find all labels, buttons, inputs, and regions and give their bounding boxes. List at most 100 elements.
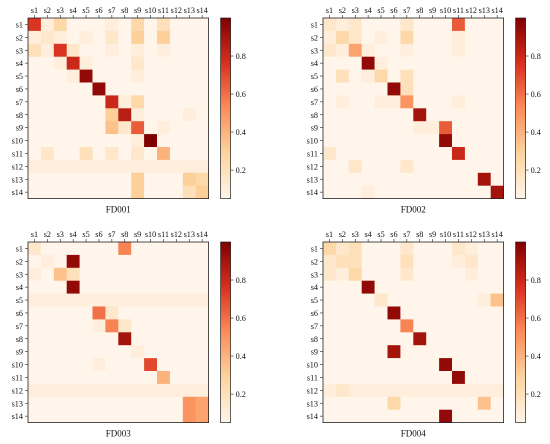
heatmap-cell <box>157 159 171 174</box>
heatmap-cell <box>477 345 491 359</box>
heatmap-cell <box>66 371 80 385</box>
heatmap-cell <box>79 345 93 359</box>
heatmap-cell <box>195 30 209 45</box>
x-tick-label: s13 <box>184 6 195 15</box>
colorbar-tick-label: 0.6 <box>531 314 541 323</box>
heatmap-cell <box>348 409 362 423</box>
x-tick-label: s13 <box>479 6 490 15</box>
x-tick-label: s7 <box>403 230 410 239</box>
heatmap-cell <box>439 69 453 83</box>
heatmap-cell <box>131 159 145 174</box>
heatmap-cell <box>79 267 93 281</box>
heatmap-cell <box>490 242 504 256</box>
heatmap-cell <box>374 82 388 96</box>
heatmap-cell <box>169 159 184 174</box>
x-tick-label: s1 <box>31 230 38 239</box>
heatmap-cell <box>144 18 158 32</box>
heatmap-cell <box>335 82 350 96</box>
heatmap-cell <box>105 185 119 199</box>
heatmap-cell <box>28 185 42 199</box>
heatmap-cell <box>182 345 196 359</box>
heatmap-cell <box>105 159 119 174</box>
y-tick-label: s10 <box>307 361 318 370</box>
x-tick-label: s7 <box>108 230 115 239</box>
heatmap-cell <box>105 147 119 161</box>
heatmap-cell <box>40 159 55 174</box>
heatmap-cell <box>79 172 93 186</box>
heatmap-cell <box>92 95 106 109</box>
heatmap-cell <box>452 409 466 423</box>
heatmap-frame <box>27 241 210 424</box>
heatmap-cell <box>387 108 401 122</box>
heatmap-cell <box>490 332 504 346</box>
heatmap-cell <box>28 254 42 269</box>
heatmap-cell <box>79 30 93 45</box>
heatmap-cell <box>490 82 504 96</box>
heatmap-cell <box>477 82 491 96</box>
heatmap-cell <box>53 280 67 294</box>
heatmap-cell <box>92 108 106 122</box>
heatmap-cell <box>348 69 362 83</box>
heatmap-cell <box>28 409 42 423</box>
heatmap-cell <box>105 383 119 398</box>
heatmap-cell <box>169 358 184 372</box>
heatmap-cell <box>92 358 106 372</box>
heatmap-cell <box>53 242 67 256</box>
heatmap-cell <box>335 293 350 307</box>
heatmap-cell <box>361 172 375 186</box>
heatmap-cell <box>28 242 42 256</box>
x-tick-label: s3 <box>57 230 64 239</box>
heatmap-cell <box>348 358 362 372</box>
heatmap-cell <box>464 121 479 135</box>
heatmap-cell <box>40 30 55 45</box>
heatmap-cell <box>426 332 440 346</box>
heatmap-cell <box>28 293 42 307</box>
heatmap-cell <box>335 409 350 423</box>
heatmap-cell <box>92 383 106 398</box>
heatmap-cell <box>105 69 119 83</box>
heatmap-cell <box>105 18 119 32</box>
heatmap-cell <box>477 95 491 109</box>
heatmap-cell <box>361 43 375 57</box>
heatmap-cell <box>426 56 440 70</box>
heatmap-cell <box>413 121 427 135</box>
heatmap-cell <box>374 108 388 122</box>
y-tick-label: s1 <box>16 20 23 29</box>
heatmap-cell <box>118 358 132 372</box>
heatmap-cell <box>92 18 106 32</box>
heatmap-cell <box>169 319 184 333</box>
heatmap-cell <box>169 242 184 256</box>
heatmap-cell <box>348 159 362 174</box>
heatmap-cell <box>169 172 184 186</box>
heatmap-cell <box>490 383 504 398</box>
heatmap-cell <box>195 358 209 372</box>
heatmap-cell <box>361 306 375 320</box>
heatmap-cell <box>452 121 466 135</box>
heatmap-cell <box>413 396 427 410</box>
heatmap-cell <box>374 56 388 70</box>
heatmap-cell <box>464 254 479 269</box>
heatmap-cell <box>157 121 171 135</box>
colorbar-tick-label: 0.6 <box>531 90 541 99</box>
x-tick-label: s6 <box>95 6 102 15</box>
heatmap-cell <box>66 134 80 148</box>
heatmap-cell <box>118 121 132 135</box>
x-tick-label: s3 <box>352 230 359 239</box>
heatmap-cell <box>131 358 145 372</box>
heatmap-cell <box>361 242 375 256</box>
heatmap-cell <box>131 147 145 161</box>
heatmap-cell <box>118 95 132 109</box>
heatmap-cell <box>105 358 119 372</box>
heatmap-cell <box>490 18 504 32</box>
heatmap-cell <box>335 358 350 372</box>
y-tick-label: s9 <box>16 124 23 133</box>
y-tick-label: s2 <box>311 257 318 266</box>
heatmap-cell <box>490 306 504 320</box>
heatmap-cell <box>40 293 55 307</box>
heatmap-cell <box>426 95 440 109</box>
heatmap-cell <box>66 280 80 294</box>
heatmap-cell <box>477 172 491 186</box>
y-tick-label: s4 <box>311 283 318 292</box>
heatmap-cell <box>79 306 93 320</box>
heatmap-cell <box>413 280 427 294</box>
